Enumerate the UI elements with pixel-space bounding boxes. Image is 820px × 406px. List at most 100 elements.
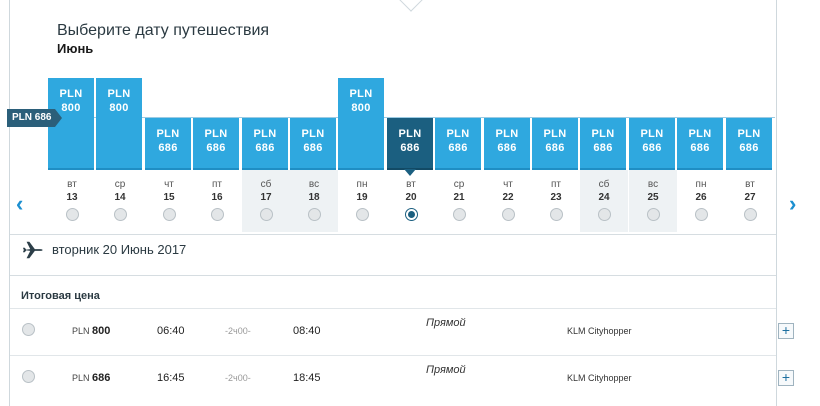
day-radio[interactable] bbox=[404, 208, 418, 221]
flight-row[interactable]: PLN 686 16:45 -2ч00- 18:45 Прямой KLM Cityhop… bbox=[10, 355, 794, 401]
price-bar-16[interactable]: PLN 686 bbox=[193, 118, 239, 170]
bar-price: 686 bbox=[400, 142, 420, 154]
day-radio[interactable] bbox=[549, 208, 563, 221]
day-strip: вт 13 ср 14 чт 15 пт 16 сб 17 вс 18 пн 19 вт 20 ср 21 чт 22… bbox=[46, 170, 776, 232]
bar-price: 686 bbox=[303, 142, 323, 154]
bar-currency: PLN bbox=[591, 128, 615, 140]
price-bars: PLN 800 PLN 800 PLN 686 PLN 686 PLN 686 PLN 686 PLN 8… bbox=[0, 0, 820, 176]
day-number: 16 bbox=[211, 192, 223, 203]
day-radio[interactable] bbox=[501, 208, 515, 221]
bar-currency: PLN bbox=[446, 128, 470, 140]
divider bbox=[10, 234, 776, 235]
day-of-week: чт bbox=[164, 179, 174, 190]
bar-currency: PLN bbox=[495, 128, 519, 140]
day-number: 25 bbox=[647, 192, 659, 203]
bar-price: 686 bbox=[545, 142, 565, 154]
day-radio[interactable] bbox=[210, 208, 224, 221]
price-bar-27[interactable]: PLN 686 bbox=[726, 118, 772, 170]
day-cell-27[interactable]: вт 27 bbox=[726, 170, 774, 232]
price-bar-label: PLN 686 bbox=[726, 127, 772, 155]
bar-currency: PLN bbox=[156, 128, 180, 140]
day-cell-19[interactable]: пн 19 bbox=[338, 170, 386, 232]
flight-amount: 686 bbox=[92, 372, 111, 384]
expand-button[interactable]: + bbox=[778, 323, 794, 339]
day-cell-23[interactable]: пт 23 bbox=[532, 170, 580, 232]
day-number: 26 bbox=[695, 192, 707, 203]
price-bar-13[interactable]: PLN 800 bbox=[48, 78, 94, 170]
expand-button[interactable]: + bbox=[778, 370, 794, 386]
price-bar-19[interactable]: PLN 800 bbox=[338, 78, 384, 170]
day-radio[interactable] bbox=[65, 208, 79, 221]
day-radio[interactable] bbox=[307, 208, 321, 221]
price-bar-label: PLN 686 bbox=[193, 127, 239, 155]
day-number: 24 bbox=[598, 192, 610, 203]
flight-radio[interactable] bbox=[22, 370, 35, 383]
bar-price: 686 bbox=[497, 142, 517, 154]
flight-price: PLN 686 bbox=[72, 372, 110, 384]
day-of-week: пн bbox=[356, 179, 368, 190]
price-bar-21[interactable]: PLN 686 bbox=[435, 118, 481, 170]
price-bar-23[interactable]: PLN 686 bbox=[532, 118, 578, 170]
selected-date: вторник 20 Июнь 2017 bbox=[52, 242, 187, 257]
price-bar-18[interactable]: PLN 686 bbox=[290, 118, 336, 170]
airline-name: KLM Cityhopper bbox=[567, 373, 632, 383]
flight-type: Прямой bbox=[426, 364, 466, 376]
next-week-button[interactable]: › bbox=[789, 191, 797, 216]
day-number: 22 bbox=[502, 192, 514, 203]
bar-currency: PLN bbox=[253, 128, 277, 140]
bar-currency: PLN bbox=[737, 128, 761, 140]
bar-currency: PLN bbox=[204, 128, 228, 140]
calendar-panel bbox=[9, 0, 777, 406]
day-of-week: ср bbox=[114, 179, 126, 190]
day-cell-26[interactable]: пн 26 bbox=[677, 170, 725, 232]
day-cell-24[interactable]: сб 24 bbox=[580, 170, 628, 232]
day-radio[interactable] bbox=[452, 208, 466, 221]
day-cell-15[interactable]: чт 15 bbox=[145, 170, 193, 232]
day-radio[interactable] bbox=[162, 208, 176, 221]
day-cell-21[interactable]: ср 21 bbox=[435, 170, 483, 232]
day-radio[interactable] bbox=[646, 208, 660, 221]
day-cell-14[interactable]: ср 14 bbox=[96, 170, 144, 232]
price-bar-17[interactable]: PLN 686 bbox=[242, 118, 288, 170]
depart-time: 06:40 bbox=[157, 325, 185, 337]
day-radio[interactable] bbox=[597, 208, 611, 221]
price-bar-24[interactable]: PLN 686 bbox=[580, 118, 626, 170]
day-cell-17[interactable]: сб 17 bbox=[242, 170, 290, 232]
price-bar-label: PLN 800 bbox=[338, 87, 384, 115]
day-cell-20[interactable]: вт 20 bbox=[387, 170, 435, 232]
flight-row[interactable]: PLN 800 06:40 -2ч00- 08:40 Прямой KLM Cityhop… bbox=[10, 308, 794, 354]
day-cell-25[interactable]: вс 25 bbox=[629, 170, 677, 232]
arrive-time: 08:40 bbox=[293, 325, 321, 337]
day-radio[interactable] bbox=[743, 208, 757, 221]
price-bar-26[interactable]: PLN 686 bbox=[677, 118, 723, 170]
day-radio[interactable] bbox=[113, 208, 127, 221]
flight-radio[interactable] bbox=[22, 323, 35, 336]
day-number: 18 bbox=[308, 192, 320, 203]
bar-price: 686 bbox=[642, 142, 662, 154]
price-bar-25[interactable]: PLN 686 bbox=[629, 118, 675, 170]
bar-price: 686 bbox=[739, 142, 759, 154]
day-cell-18[interactable]: вс 18 bbox=[290, 170, 338, 232]
prev-week-button[interactable]: ‹ bbox=[16, 191, 24, 216]
page-title: Выберите дату путешествия bbox=[57, 22, 270, 39]
flight-price: PLN 800 bbox=[72, 325, 110, 337]
bar-price: 686 bbox=[593, 142, 613, 154]
day-radio[interactable] bbox=[355, 208, 369, 221]
day-radio[interactable] bbox=[694, 208, 708, 221]
day-number: 27 bbox=[744, 192, 756, 203]
day-of-week: пт bbox=[551, 179, 561, 190]
bar-currency: PLN bbox=[640, 128, 664, 140]
bar-price: 800 bbox=[109, 102, 129, 114]
day-of-week: пт bbox=[212, 179, 222, 190]
price-bar-15[interactable]: PLN 686 bbox=[145, 118, 191, 170]
price-bar-20[interactable]: PLN 686 bbox=[387, 118, 433, 176]
price-bar-14[interactable]: PLN 800 bbox=[96, 78, 142, 170]
day-cell-22[interactable]: чт 22 bbox=[484, 170, 532, 232]
day-cell-13[interactable]: вт 13 bbox=[48, 170, 96, 232]
bar-currency: PLN bbox=[107, 88, 131, 100]
day-radio[interactable] bbox=[259, 208, 273, 221]
price-bar-22[interactable]: PLN 686 bbox=[484, 118, 530, 170]
month-label: Июнь bbox=[57, 41, 94, 56]
bar-currency: PLN bbox=[688, 128, 712, 140]
day-cell-16[interactable]: пт 16 bbox=[193, 170, 241, 232]
